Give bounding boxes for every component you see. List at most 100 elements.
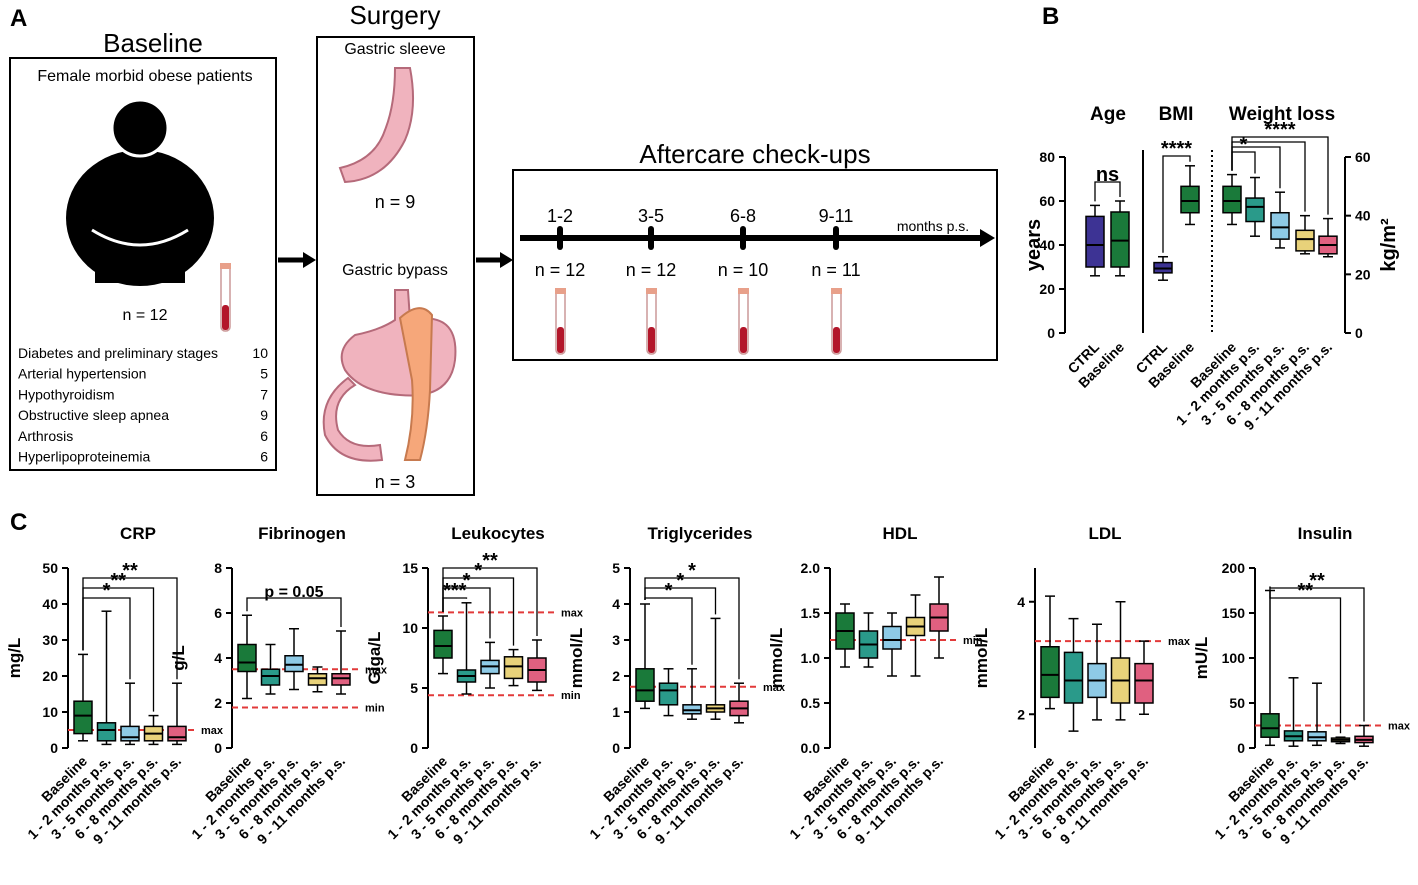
y-axis-label: mg/L: [5, 638, 24, 679]
comorbidity-count: 5: [260, 366, 268, 382]
y-tick-label: 40: [1039, 237, 1055, 253]
box: [1134, 662, 1154, 704]
significance-label: *: [688, 560, 696, 582]
checkup-label: 9-11: [819, 206, 854, 226]
chart-title: Insulin: [1298, 524, 1353, 543]
checkup-tick: [648, 226, 654, 250]
aftercare-title: Aftercare check-ups: [639, 139, 870, 169]
reference-label: min: [561, 690, 581, 702]
chart-title: Fibrinogen: [258, 524, 346, 543]
patient-silhouette: [66, 98, 214, 286]
significance-label: *: [474, 560, 482, 582]
box: [1085, 215, 1105, 268]
significance-bracket: [1269, 586, 1365, 722]
y-tick-label: 15: [402, 560, 418, 576]
y-tick-label: 10: [402, 620, 418, 636]
comorbidity-name: Obstructive sleep apnea: [18, 407, 169, 423]
comorbidity-count: 10: [252, 345, 268, 361]
significance-label: ****: [1264, 119, 1295, 141]
y-tick-label: 4: [214, 650, 222, 666]
y-tick-label: 5: [410, 680, 418, 696]
box: [635, 668, 655, 702]
bypass-label: Gastric bypass: [342, 262, 448, 279]
y-tick-label: 50: [42, 560, 58, 576]
significance-label: **: [1297, 580, 1313, 602]
box: [331, 673, 351, 686]
y-tick-label: 5: [612, 560, 620, 576]
reference-label: max: [201, 725, 224, 737]
box: [1222, 185, 1242, 214]
y-axis-label: g/L: [169, 645, 188, 671]
box: [433, 629, 453, 659]
box: [1295, 229, 1315, 252]
bypass-illustration: [322, 289, 457, 462]
blood-tube-cap: [555, 288, 566, 294]
reference-label: max: [1388, 721, 1411, 733]
comorbidity-count: 6: [260, 428, 268, 444]
comorbidity-name: Arthrosis: [18, 428, 73, 444]
checkup-n: n = 10: [718, 260, 769, 280]
y-tick-label: 0: [1237, 740, 1245, 756]
blood-tube-cap: [738, 288, 749, 294]
reference-label: max: [763, 682, 786, 694]
y-tick-label: 8: [214, 560, 222, 576]
significance-bracket: [246, 597, 342, 627]
box: [284, 655, 304, 673]
checkup-tick: [557, 226, 563, 250]
y-tick-label: 40: [42, 596, 58, 612]
chart-title: Triglycerides: [648, 524, 753, 543]
comorbidity-count: 6: [260, 449, 268, 465]
y-tick-label: 10: [42, 704, 58, 720]
group-title: BMI: [1159, 104, 1194, 125]
blood-tube: [220, 263, 231, 332]
significance-bracket: [1231, 136, 1329, 215]
box: [1040, 646, 1060, 699]
comorbidity-name: Hyperlipoproteinemia: [18, 449, 151, 465]
surgery-title: Surgery: [349, 0, 440, 30]
y-tick-label: 0: [1047, 325, 1055, 341]
panel-label: A: [10, 5, 27, 32]
baseline-title: Baseline: [103, 28, 203, 58]
y-axis-label: mU/L: [1192, 637, 1211, 680]
y-tick-label: 100: [1222, 650, 1246, 666]
y-axis-label: Giga/L: [365, 632, 384, 685]
significance-label: **: [110, 570, 126, 592]
box: [1180, 185, 1200, 214]
checkup-n: n = 12: [535, 260, 586, 280]
y-tick-label: 4: [612, 596, 620, 612]
checkup-label: 3-5: [638, 206, 664, 226]
significance-bracket: [442, 567, 538, 636]
significance-label: *: [103, 580, 111, 602]
box: [73, 700, 93, 735]
y-tick-label: 200: [1222, 560, 1246, 576]
reference-label: min: [963, 635, 983, 647]
y-tick-label: 4: [1017, 594, 1025, 610]
timeline: [520, 229, 995, 247]
box: [260, 668, 281, 686]
y-tick-label: 60: [1355, 149, 1371, 165]
y-tick-label: 3: [612, 632, 620, 648]
comorbidity-count: 9: [260, 407, 268, 423]
checkup-label: 6-8: [730, 206, 756, 226]
comorbidity-name: Hypothyroidism: [18, 386, 114, 402]
box: [307, 673, 328, 686]
y-tick-label: 0: [410, 740, 418, 756]
y-tick-label: 6: [214, 605, 222, 621]
box: [658, 682, 679, 706]
box: [1063, 651, 1084, 704]
surgery-box: [316, 36, 475, 496]
checkup-n: n = 12: [626, 260, 677, 280]
timeline-label: months p.s.: [897, 218, 969, 234]
chart-title: CRP: [120, 524, 156, 543]
y-tick-label: 150: [1222, 605, 1246, 621]
significance-label: ns: [1096, 164, 1119, 186]
blood-tube-fill: [557, 327, 564, 353]
y-axis-label: mmol/L: [567, 628, 586, 688]
blood-tube-fill: [833, 327, 840, 353]
box: [237, 643, 257, 673]
box: [96, 722, 117, 742]
box: [1110, 211, 1130, 268]
y-tick-label: 2: [1017, 706, 1025, 722]
significance-label: ****: [1161, 138, 1192, 160]
